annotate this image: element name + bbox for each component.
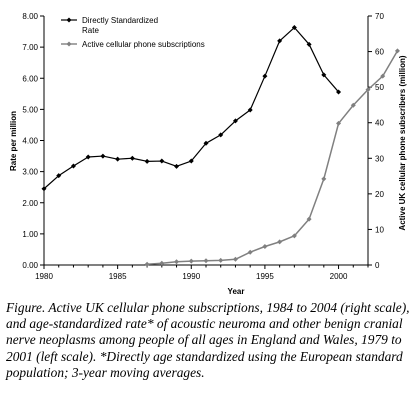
left-tick-label: 3.00 xyxy=(22,168,38,177)
data-point-rate xyxy=(41,186,47,192)
data-point-rate xyxy=(336,89,342,95)
left-tick-label: 7.00 xyxy=(22,43,38,52)
x-tick-label: 1990 xyxy=(182,272,200,281)
y-left-axis-title: Rate per million xyxy=(9,111,18,171)
x-tick-label: 1985 xyxy=(109,272,127,281)
data-point-rate xyxy=(218,132,224,138)
data-point-subscriptions xyxy=(291,233,297,239)
data-point-subscriptions xyxy=(232,256,238,262)
right-tick-label: 30 xyxy=(375,154,384,163)
data-point-rate xyxy=(129,155,135,161)
data-point-subscriptions xyxy=(247,249,253,255)
data-point-subscriptions xyxy=(144,261,150,267)
x-tick-label: 2000 xyxy=(330,272,348,281)
left-tick-label: 5.00 xyxy=(22,105,38,114)
data-point-rate xyxy=(203,140,209,146)
x-axis-ticks: 1980 1985 1990 1995 2000 xyxy=(35,265,369,281)
right-tick-label: 20 xyxy=(375,190,384,199)
data-point-subscriptions xyxy=(218,257,224,263)
x-axis-title: Year xyxy=(228,287,245,296)
right-axis-ticks: 0 10 20 30 40 50 60 70 xyxy=(368,12,384,270)
x-tick-label: 1995 xyxy=(256,272,274,281)
data-point-rate xyxy=(306,41,312,47)
dual-axis-line-chart: 0.00 1.00 2.00 3.00 4.00 5.00 6.00 7.00 8.00 0 10… xyxy=(9,12,407,296)
data-point-rate xyxy=(144,158,150,164)
data-point-subscriptions xyxy=(365,87,371,93)
series-line-subscriptions xyxy=(147,50,399,266)
left-tick-label: 8.00 xyxy=(22,12,38,21)
left-tick-label: 1.00 xyxy=(22,230,38,239)
data-point-rate xyxy=(321,72,327,78)
series-line-rate xyxy=(43,26,340,190)
data-point-subscriptions xyxy=(380,73,386,79)
legend: Directly Standardized Rate Active cellula… xyxy=(61,16,205,49)
left-tick-label: 6.00 xyxy=(22,74,38,83)
data-point-rate xyxy=(247,107,253,113)
legend-label-subscriptions: Active cellular phone subscriptions xyxy=(82,40,205,49)
right-tick-label: 10 xyxy=(375,225,384,234)
figure-caption: Figure. Active UK cellular phone subscri… xyxy=(6,300,410,380)
x-tick-label: 1980 xyxy=(35,272,53,281)
data-point-rate xyxy=(56,173,62,179)
data-point-subscriptions xyxy=(306,216,312,222)
data-point-subscriptions xyxy=(336,120,342,126)
data-point-rate xyxy=(262,73,268,79)
data-point-rate xyxy=(115,156,121,162)
left-tick-label: 0.00 xyxy=(22,261,38,270)
right-tick-label: 70 xyxy=(375,12,384,21)
left-tick-label: 2.00 xyxy=(22,199,38,208)
data-point-rate xyxy=(70,163,76,169)
data-point-subscriptions xyxy=(350,102,356,108)
data-point-rate xyxy=(100,153,106,159)
left-axis-ticks: 0.00 1.00 2.00 3.00 4.00 5.00 6.00 7.00 8.00 xyxy=(22,12,44,270)
data-point-subscriptions xyxy=(321,176,327,182)
data-point-rate xyxy=(277,38,283,44)
legend-marker-subscriptions xyxy=(66,41,72,47)
data-point-subscriptions xyxy=(203,258,209,264)
left-tick-label: 4.00 xyxy=(22,137,38,146)
data-point-rate xyxy=(291,25,297,31)
data-point-rate xyxy=(232,118,238,124)
data-point-rate xyxy=(85,154,91,160)
data-point-subscriptions xyxy=(277,239,283,245)
chart-axes xyxy=(43,16,369,266)
series-lines xyxy=(43,26,399,266)
data-point-rate xyxy=(188,158,194,164)
series-points xyxy=(41,25,400,267)
right-tick-label: 50 xyxy=(375,83,384,92)
y-right-axis-title: Active UK cellular phone subscribers (mi… xyxy=(398,55,407,230)
data-point-subscriptions xyxy=(159,260,165,266)
legend-marker-rate xyxy=(66,17,72,23)
data-point-subscriptions xyxy=(394,48,400,54)
data-point-subscriptions xyxy=(188,258,194,264)
data-point-subscriptions xyxy=(262,244,268,250)
right-tick-label: 0 xyxy=(375,261,380,270)
data-point-rate xyxy=(174,163,180,169)
right-tick-label: 40 xyxy=(375,119,384,128)
legend-label-rate: Directly Standardized Rate xyxy=(82,16,158,35)
data-point-rate xyxy=(159,158,165,164)
right-tick-label: 60 xyxy=(375,48,384,57)
data-point-subscriptions xyxy=(174,259,180,265)
